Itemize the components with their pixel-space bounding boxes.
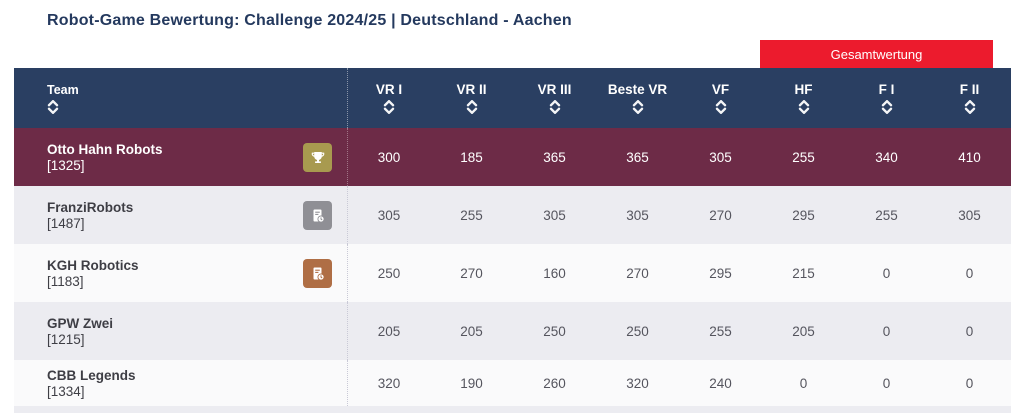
score-cell: 240 bbox=[709, 375, 732, 391]
score-cell: 205 bbox=[460, 323, 483, 339]
column-header-f1[interactable]: F I bbox=[845, 68, 928, 128]
team-cell: FranziRobots [1487] bbox=[14, 186, 347, 244]
score-cell: 305 bbox=[626, 207, 649, 223]
table-header-row: Team VR I VR II VR III Beste VR VF bbox=[14, 68, 1011, 128]
column-header-beste-vr[interactable]: Beste VR bbox=[596, 68, 679, 128]
score-cell: 320 bbox=[626, 375, 649, 391]
column-header-label: HF bbox=[794, 82, 813, 97]
team-cell: KGH Robotics [1183] bbox=[14, 244, 347, 302]
sort-icon bbox=[964, 99, 976, 115]
sort-icon bbox=[549, 99, 561, 115]
score-cell: 255 bbox=[460, 207, 483, 223]
score-cell: 0 bbox=[965, 265, 974, 281]
score-cell: 250 bbox=[626, 323, 649, 339]
team-name: GPW Zwei bbox=[47, 315, 114, 331]
table-row: KGH Robotics [1183] 250 270 160 270 295 … bbox=[14, 244, 1011, 302]
score-cell: 215 bbox=[792, 265, 815, 281]
document-badge-icon bbox=[303, 200, 332, 230]
sort-icon bbox=[632, 99, 644, 115]
score-cell: 255 bbox=[875, 207, 898, 223]
column-header-label: VR II bbox=[456, 82, 487, 97]
score-cell: 255 bbox=[709, 323, 732, 339]
score-cell: 0 bbox=[965, 323, 974, 339]
column-header-label: Beste VR bbox=[607, 82, 668, 97]
sort-icon bbox=[715, 99, 727, 115]
team-cell: GPW Zwei [1215] bbox=[14, 302, 347, 360]
team-number: [1215] bbox=[47, 331, 85, 347]
sort-icon bbox=[383, 99, 395, 115]
score-cell: 340 bbox=[875, 149, 898, 165]
trophy-icon bbox=[303, 142, 332, 172]
score-cell: 295 bbox=[792, 207, 815, 223]
column-header-label: F II bbox=[959, 82, 980, 97]
column-header-vf[interactable]: VF bbox=[679, 68, 762, 128]
score-cell: 365 bbox=[626, 149, 649, 165]
team-name: FranziRobots bbox=[47, 199, 134, 215]
team-number: [1487] bbox=[47, 215, 85, 231]
score-cell: 365 bbox=[543, 149, 566, 165]
column-header-label: VF bbox=[711, 82, 730, 97]
column-header-f2[interactable]: F II bbox=[928, 68, 1011, 128]
score-cell: 255 bbox=[792, 149, 815, 165]
score-cell: 305 bbox=[958, 207, 981, 223]
team-name: KGH Robotics bbox=[47, 257, 139, 273]
column-header-vr2[interactable]: VR II bbox=[430, 68, 513, 128]
score-cell: 300 bbox=[347, 128, 430, 186]
score-cell: 185 bbox=[460, 149, 483, 165]
sort-icon bbox=[798, 99, 810, 115]
sort-icon bbox=[466, 99, 478, 115]
scores-table: Team VR I VR II VR III Beste VR VF bbox=[14, 68, 1011, 413]
score-cell: 270 bbox=[626, 265, 649, 281]
page-title: Robot-Game Bewertung: Challenge 2024/25 … bbox=[47, 12, 572, 29]
score-cell: 305 bbox=[709, 149, 732, 165]
team-name: Otto Hahn Robots bbox=[47, 141, 163, 157]
column-header-label: VR III bbox=[537, 82, 572, 97]
column-header-label: Team bbox=[47, 82, 79, 97]
score-cell: 0 bbox=[882, 265, 891, 281]
table-row: CBB Legends [1334] 320 190 260 320 240 0… bbox=[14, 360, 1011, 406]
score-cell: 250 bbox=[347, 244, 430, 302]
column-header-label: F I bbox=[878, 82, 895, 97]
team-number: [1183] bbox=[47, 273, 84, 289]
team-name: CBB Legends bbox=[47, 367, 136, 383]
sort-icon bbox=[47, 99, 59, 114]
score-cell: 410 bbox=[958, 149, 981, 165]
score-cell: 295 bbox=[709, 265, 732, 281]
partial-next-row bbox=[14, 406, 1011, 413]
sort-icon bbox=[881, 99, 893, 115]
column-header-label: VR I bbox=[375, 82, 403, 97]
score-cell: 305 bbox=[347, 186, 430, 244]
team-cell: Otto Hahn Robots [1325] bbox=[14, 128, 347, 186]
table-row: FranziRobots [1487] 305 255 305 305 270 … bbox=[14, 186, 1011, 244]
team-number: [1334] bbox=[47, 383, 85, 399]
score-cell: 160 bbox=[543, 265, 566, 281]
team-number: [1325] bbox=[47, 157, 85, 173]
score-cell: 305 bbox=[543, 207, 566, 223]
table-row: Otto Hahn Robots [1325] 300 185 365 365 … bbox=[14, 128, 1011, 186]
score-cell: 190 bbox=[460, 375, 483, 391]
score-cell: 0 bbox=[882, 323, 891, 339]
score-cell: 270 bbox=[460, 265, 483, 281]
document-badge-icon bbox=[303, 258, 332, 288]
score-cell: 270 bbox=[709, 207, 732, 223]
score-cell: 320 bbox=[347, 360, 430, 406]
score-cell: 0 bbox=[882, 375, 891, 391]
gesamtwertung-button[interactable]: Gesamtwertung bbox=[760, 40, 993, 68]
team-cell: CBB Legends [1334] bbox=[14, 360, 347, 406]
score-cell: 0 bbox=[799, 375, 808, 391]
column-header-vr3[interactable]: VR III bbox=[513, 68, 596, 128]
column-header-hf[interactable]: HF bbox=[762, 68, 845, 128]
score-cell: 250 bbox=[543, 323, 566, 339]
score-cell: 0 bbox=[965, 375, 974, 391]
column-header-team[interactable]: Team bbox=[14, 68, 347, 128]
score-cell: 260 bbox=[543, 375, 566, 391]
table-row: GPW Zwei [1215] 205 205 250 250 255 205 … bbox=[14, 302, 1011, 360]
column-header-vr1[interactable]: VR I bbox=[347, 68, 430, 128]
score-cell: 205 bbox=[347, 302, 430, 360]
score-cell: 205 bbox=[792, 323, 815, 339]
